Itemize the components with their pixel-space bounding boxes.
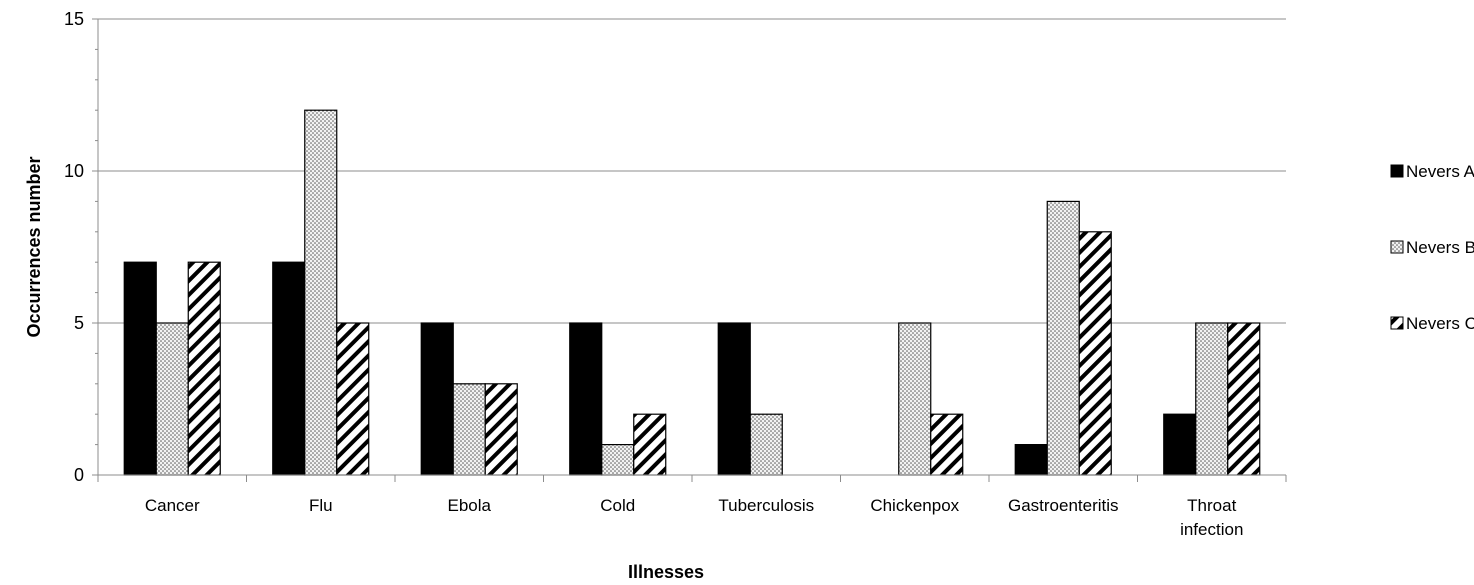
category-labels: Cancer Flu Ebola Cold Tuberculosis Chickenpox… (145, 496, 1244, 539)
legend-label: Nevers C (1406, 314, 1474, 333)
bar-nevers-a-flu (272, 261, 306, 476)
bar-nevers-b-cancer (155, 322, 189, 476)
bar-nevers-c-cancer (187, 261, 221, 476)
category-label: Throat infection (1180, 496, 1243, 539)
y-axis-title: Occurrences number (24, 156, 44, 337)
bar-nevers-c-gastroenteritis (1078, 231, 1112, 476)
category-label: Flu (309, 496, 333, 515)
category-label: Chickenpox (870, 496, 959, 515)
y-tick-label: 0 (74, 465, 84, 485)
category-label: Gastroenteritis (1008, 496, 1119, 515)
bar-nevers-c-cold (633, 413, 667, 476)
bar-nevers-b-throat-infection (1195, 322, 1229, 476)
bars (123, 109, 1261, 476)
x-axis-title: Illnesses (628, 562, 704, 582)
bar-nevers-b-gastroenteritis (1046, 200, 1080, 476)
legend-label: Nevers B (1406, 238, 1474, 257)
legend-swatch (1390, 164, 1404, 178)
category-label: Cold (600, 496, 635, 515)
bar-nevers-c-flu (336, 322, 370, 476)
legend-swatch (1390, 240, 1404, 254)
category-label: Ebola (448, 496, 492, 515)
bar-nevers-c-chickenpox (930, 413, 964, 476)
axes (92, 18, 1287, 482)
bar-nevers-c-ebola (484, 383, 518, 476)
legend-swatch (1390, 316, 1404, 330)
bar-nevers-a-ebola (420, 322, 454, 476)
bar-nevers-b-cold (601, 444, 635, 476)
bar-nevers-a-cold (569, 322, 603, 476)
bar-nevers-b-ebola (452, 383, 486, 476)
category-label: Tuberculosis (718, 496, 814, 515)
category-label: Cancer (145, 496, 200, 515)
bar-nevers-a-cancer (123, 261, 157, 476)
bar-nevers-b-flu (304, 109, 338, 476)
bar-nevers-a-gastroenteritis (1014, 444, 1048, 476)
y-tick-labels: 0 5 10 15 (64, 9, 84, 485)
bar-nevers-c-throat-infection (1227, 322, 1261, 476)
y-tick-label: 10 (64, 161, 84, 181)
legend: Nevers A Nevers B Nevers C (1390, 162, 1474, 333)
y-tick-label: 15 (64, 9, 84, 29)
y-tick-label: 5 (74, 313, 84, 333)
bar-nevers-b-chickenpox (898, 322, 932, 476)
legend-label: Nevers A (1406, 162, 1474, 181)
bar-nevers-a-throat-infection (1163, 413, 1197, 476)
bar-nevers-b-tuberculosis (749, 413, 783, 476)
bar-nevers-a-tuberculosis (717, 322, 751, 476)
